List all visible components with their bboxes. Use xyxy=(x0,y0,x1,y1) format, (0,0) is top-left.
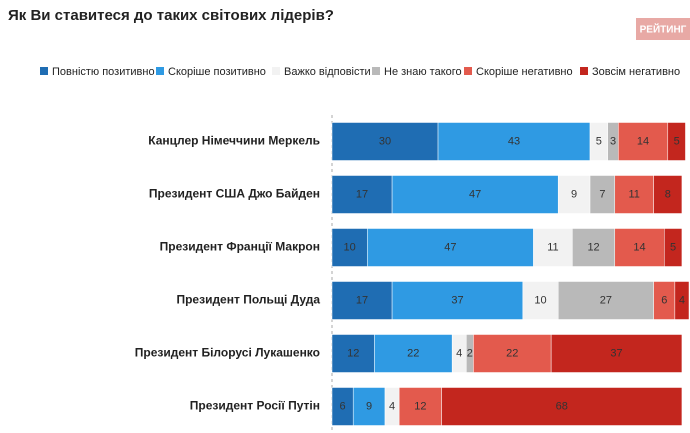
bar-segment xyxy=(572,228,616,267)
bar-segment xyxy=(331,175,393,214)
value-label: 37 xyxy=(610,347,622,359)
category-label: Канцлер Німеччини Меркель xyxy=(148,134,320,148)
value-label: 17 xyxy=(356,188,368,200)
value-label: 6 xyxy=(340,400,346,412)
bar-segment xyxy=(522,281,559,320)
bar-segment xyxy=(331,122,439,161)
value-label: 12 xyxy=(587,241,599,253)
value-label: 22 xyxy=(506,347,518,359)
value-label: 43 xyxy=(508,135,520,147)
value-label: 47 xyxy=(469,188,481,200)
category-label: Президент США Джо Байден xyxy=(149,187,320,201)
legend-label: Зовсім негативно xyxy=(592,66,680,78)
value-label: 4 xyxy=(679,294,685,306)
value-label: 3 xyxy=(610,135,616,147)
bar-segment xyxy=(550,334,683,373)
bar-segment xyxy=(557,281,654,320)
legend-swatch xyxy=(156,67,164,75)
value-label: 9 xyxy=(571,188,577,200)
bar-segment xyxy=(391,281,524,320)
value-label: 22 xyxy=(407,347,419,359)
bar-segment xyxy=(367,228,534,267)
value-label: 68 xyxy=(556,400,568,412)
value-label: 47 xyxy=(444,241,456,253)
bar-segment xyxy=(533,228,573,267)
category-label: Президент Росії Путін xyxy=(190,399,320,413)
value-label: 5 xyxy=(674,135,680,147)
value-label: 11 xyxy=(629,188,640,200)
legend-label: Повністю позитивно xyxy=(52,66,155,78)
chart-title: Як Ви ставитеся до таких світових лідері… xyxy=(8,7,334,24)
value-label: 12 xyxy=(347,347,359,359)
bar-segment xyxy=(674,281,690,320)
category-label: Президент Польщі Дуда xyxy=(176,293,320,307)
legend-label: Скоріше негативно xyxy=(476,66,573,78)
bar-segment xyxy=(441,387,683,426)
value-label: 17 xyxy=(356,294,368,306)
value-label: 7 xyxy=(599,188,605,200)
value-label: 14 xyxy=(633,241,645,253)
bar-segment xyxy=(391,175,559,214)
value-label: 6 xyxy=(661,294,667,306)
legend-swatch xyxy=(372,67,380,75)
legend-label: Скоріше позитивно xyxy=(168,66,266,78)
value-label: 5 xyxy=(670,241,676,253)
bar-segment xyxy=(331,228,368,267)
legend-swatch xyxy=(580,67,588,75)
bar-segment xyxy=(618,122,669,161)
value-label: 11 xyxy=(547,241,558,253)
bar-segment xyxy=(614,228,665,267)
value-label: 9 xyxy=(366,400,372,412)
value-label: 2 xyxy=(467,347,473,359)
value-label: 30 xyxy=(379,135,391,147)
value-label: 8 xyxy=(665,188,671,200)
bar-segment xyxy=(473,334,552,373)
bar-segment xyxy=(614,175,654,214)
bar-segment xyxy=(557,175,591,214)
bar-segment xyxy=(664,228,683,267)
value-label: 12 xyxy=(414,400,426,412)
bar-segment xyxy=(331,281,393,320)
bar-segment xyxy=(352,387,386,426)
bar-segment xyxy=(398,387,442,426)
bar-segment xyxy=(589,175,616,214)
legend-swatch xyxy=(272,67,280,75)
category-label: Президент Франції Макрон xyxy=(160,240,320,254)
legend-swatch xyxy=(464,67,472,75)
logo: РЕЙТИНГ xyxy=(640,23,687,36)
value-label: 5 xyxy=(596,135,602,147)
value-label: 4 xyxy=(456,347,462,359)
bar-segment xyxy=(653,175,683,214)
value-label: 37 xyxy=(451,294,463,306)
value-label: 10 xyxy=(344,241,356,253)
value-label: 14 xyxy=(637,135,649,147)
bar-segment xyxy=(374,334,453,373)
value-label: 27 xyxy=(600,294,612,306)
legend-swatch xyxy=(40,67,48,75)
bar-segment xyxy=(667,122,686,161)
category-label: Президент Білорусі Лукашенко xyxy=(135,346,320,360)
logo-box xyxy=(636,18,690,40)
value-label: 10 xyxy=(534,294,546,306)
legend-label: Важко відповісти xyxy=(284,66,371,78)
legend-label: Не знаю такого xyxy=(384,66,462,78)
value-label: 4 xyxy=(389,400,395,412)
